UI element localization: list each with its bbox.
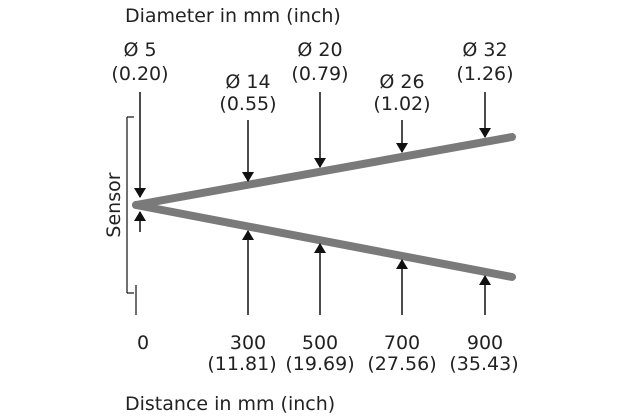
diameter-inch: (0.55) — [219, 93, 276, 115]
side-label: Sensor — [103, 172, 125, 237]
diameter-inch: (1.26) — [456, 63, 513, 85]
diameter-mm: Ø 20 — [297, 39, 342, 61]
sensor-bracket — [126, 116, 137, 315]
diameter-mm: Ø 26 — [379, 71, 424, 93]
title: Diameter in mm (inch) — [125, 5, 341, 27]
distance-inch: (27.56) — [367, 353, 436, 375]
distance-mm: 700 — [384, 332, 420, 354]
diameter-inch: (0.79) — [291, 63, 348, 85]
diameter-inch: (0.20) — [111, 63, 168, 85]
distance-mm: 900 — [467, 332, 503, 354]
diameter-arrows — [134, 92, 491, 198]
distance-mm: 300 — [230, 332, 266, 354]
diameter-inch: (1.02) — [373, 93, 430, 115]
diameter-mm: Ø 32 — [462, 39, 507, 61]
distance-mm: 500 — [302, 332, 338, 354]
distance-inch: (11.81) — [207, 353, 276, 375]
diameter-mm: Ø 5 — [123, 39, 156, 61]
x-axis-label: Distance in mm (inch) — [125, 393, 335, 415]
distance-mm: 0 — [137, 332, 149, 354]
distance-arrows — [134, 211, 491, 315]
distance-inch: (19.69) — [285, 353, 354, 375]
diameter-mm: Ø 14 — [225, 71, 270, 93]
beam — [132, 133, 516, 281]
distance-inch: (35.43) — [449, 353, 518, 375]
